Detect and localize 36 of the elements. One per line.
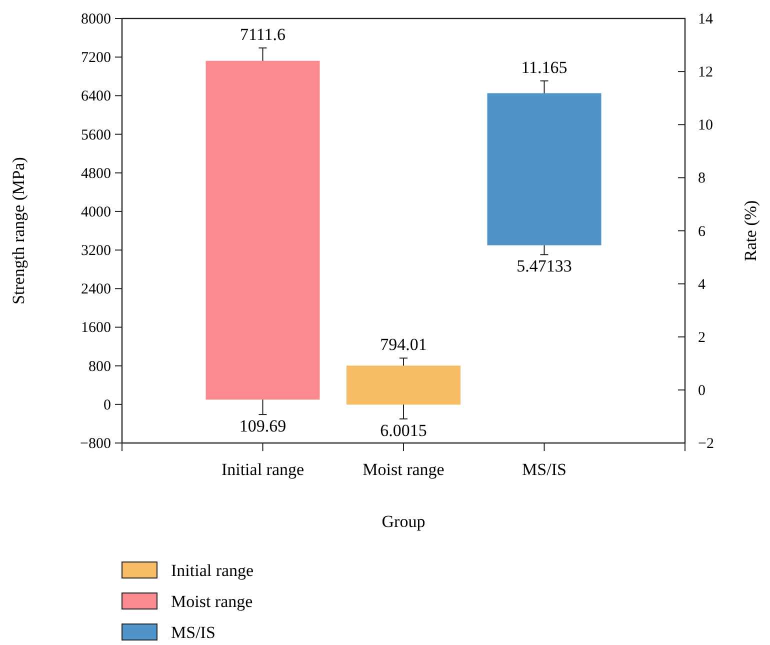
y2-tick-label: 14 bbox=[698, 12, 714, 28]
legend-label: MS/IS bbox=[171, 623, 216, 642]
y-tick-label: 5600 bbox=[81, 127, 111, 144]
y2-tick-label: −2 bbox=[698, 436, 714, 452]
annotation: 6.0015 bbox=[380, 420, 427, 440]
y-tick-label: 4000 bbox=[81, 204, 111, 220]
annotation: 7111.6 bbox=[240, 24, 286, 44]
x-tick-label: Initial range bbox=[221, 460, 304, 479]
y2-tick-label: 4 bbox=[698, 276, 706, 293]
y-tick-label: 0 bbox=[104, 397, 111, 414]
y2-tick-label: 0 bbox=[698, 382, 706, 399]
y-tick-label: 1600 bbox=[81, 320, 111, 336]
y2-tick-label: 6 bbox=[698, 224, 706, 240]
annotation: 11.165 bbox=[521, 58, 568, 77]
y2-axis-title: Rate (%) bbox=[741, 200, 760, 262]
legend-label: Moist range bbox=[171, 592, 253, 611]
y-axis-title: Strength range (MPa) bbox=[9, 157, 28, 304]
annotation: 5.47133 bbox=[516, 256, 572, 276]
y2-tick-label: 10 bbox=[698, 118, 713, 134]
y2-tick-label: 2 bbox=[698, 330, 706, 346]
x-tick-label: MS/IS bbox=[522, 460, 566, 479]
y-tick-label: 6400 bbox=[81, 88, 111, 105]
y-tick-label: 4800 bbox=[81, 166, 111, 182]
legend-label: Initial range bbox=[171, 561, 254, 580]
y-tick-label: 2400 bbox=[81, 282, 111, 298]
x-axis-title: Group bbox=[382, 512, 426, 531]
y-tick-label: −800 bbox=[80, 436, 111, 452]
y-tick-label: 3200 bbox=[81, 243, 111, 260]
y2-tick-label: 12 bbox=[698, 64, 713, 81]
x-tick-label: Moist range bbox=[362, 460, 444, 479]
y-tick-label: 7200 bbox=[81, 50, 111, 66]
y-tick-label: 800 bbox=[88, 358, 111, 375]
y-tick-label: 8000 bbox=[81, 12, 111, 28]
y2-tick-label: 8 bbox=[698, 170, 706, 187]
annotation: 109.69 bbox=[239, 416, 286, 436]
annotation: 794.01 bbox=[380, 335, 427, 354]
